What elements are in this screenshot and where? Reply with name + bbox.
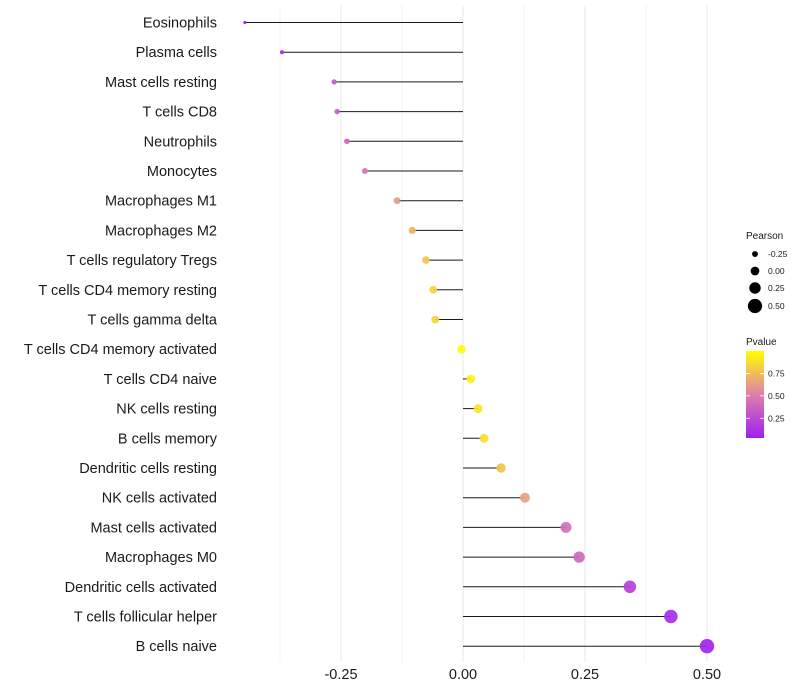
lollipop-point: [699, 639, 715, 654]
y-tick-label: Macrophages M2: [105, 223, 217, 239]
size-legend-key: [750, 266, 760, 276]
size-legend-label: 0.50: [768, 301, 785, 311]
lollipop-point: [560, 521, 572, 533]
pvalue-colorbar: [746, 351, 764, 438]
legend: Pearson -0.25 0.00 0.25 0.50 Pvalue 0.75 0.5…: [746, 231, 788, 438]
y-tick-label: T cells gamma delta: [88, 313, 218, 329]
y-tick-label: NK cells resting: [116, 402, 217, 418]
color-legend-title: Pvalue: [746, 337, 777, 348]
lollipop-point: [664, 609, 678, 624]
y-tick-label: T cells follicular helper: [74, 610, 217, 626]
lollipop-point: [519, 492, 530, 503]
y-tick-label: Dendritic cells activated: [65, 580, 217, 596]
x-tick-label: 0.50: [693, 667, 721, 683]
lollipop-point: [361, 167, 368, 175]
y-tick-label: T cells CD8: [142, 105, 217, 121]
lollipop-point: [473, 404, 483, 414]
y-tick-label: T cells CD4 naive: [104, 372, 217, 388]
y-tick-label: T cells regulatory Tregs: [67, 253, 217, 269]
lollipop-point: [408, 226, 416, 235]
lollipop-point: [623, 580, 637, 594]
size-legend-key: [752, 251, 758, 257]
y-tick-label: Eosinophils: [143, 16, 217, 32]
lollipop-point: [331, 79, 337, 85]
x-tick-label: 0.25: [571, 667, 599, 683]
y-tick-label: Dendritic cells resting: [79, 461, 217, 477]
x-tick-label: -0.25: [324, 667, 357, 683]
lollipop-point: [393, 197, 401, 205]
y-tick-label: Neutrophils: [144, 134, 217, 150]
stem-layer: [244, 22, 707, 647]
lollipop-point: [344, 138, 350, 145]
lollipop-point: [431, 315, 440, 324]
y-tick-label: T cells CD4 memory resting: [38, 283, 217, 299]
y-tick-label: Mast cells resting: [105, 75, 217, 91]
y-tick-label: Plasma cells: [136, 45, 217, 61]
size-legend-title: Pearson: [746, 231, 783, 242]
lollipop-point: [243, 20, 247, 25]
lollipop-point: [466, 374, 476, 384]
y-tick-label: NK cells activated: [102, 491, 217, 507]
y-tick-label: B cells memory: [118, 431, 218, 447]
y-tick-label: Macrophages M0: [105, 550, 217, 566]
lollipop-point: [422, 256, 430, 264]
colorbar-label: 0.25: [768, 413, 785, 423]
size-legend-label: 0.25: [768, 283, 785, 293]
y-tick-label: Monocytes: [147, 164, 217, 180]
y-tick-label: T cells CD4 memory activated: [24, 342, 217, 358]
lollipop-point: [334, 108, 340, 115]
grid-layer: [279, 5, 708, 662]
x-tick-label: 0.00: [449, 667, 477, 683]
lollipop-point: [479, 433, 489, 443]
y-tick-label: Mast cells activated: [90, 520, 217, 536]
colorbar-label: 0.75: [768, 368, 785, 378]
colorbar-label: 0.50: [768, 391, 785, 401]
y-tick-label: B cells naive: [136, 639, 217, 655]
lollipop-point: [279, 50, 285, 55]
lollipop-point: [429, 285, 438, 294]
size-legend-items: -0.25 0.00 0.25 0.50: [747, 249, 788, 314]
size-legend-label: 0.00: [768, 266, 785, 276]
point-layer: [243, 20, 715, 654]
size-legend-key: [749, 282, 761, 294]
size-legend-key: [747, 298, 763, 314]
size-legend-label: -0.25: [768, 249, 788, 259]
lollipop-point: [457, 344, 466, 354]
y-axis-labels: Eosinophils Plasma cells Mast cells restin…: [24, 16, 218, 656]
color-legend-ticks: 0.75 0.50 0.25: [746, 368, 785, 423]
y-tick-label: Macrophages M1: [105, 194, 217, 210]
lollipop-point: [496, 463, 506, 473]
x-axis-labels: -0.25 0.00 0.25 0.50: [324, 662, 721, 683]
lollipop-point: [573, 551, 585, 563]
